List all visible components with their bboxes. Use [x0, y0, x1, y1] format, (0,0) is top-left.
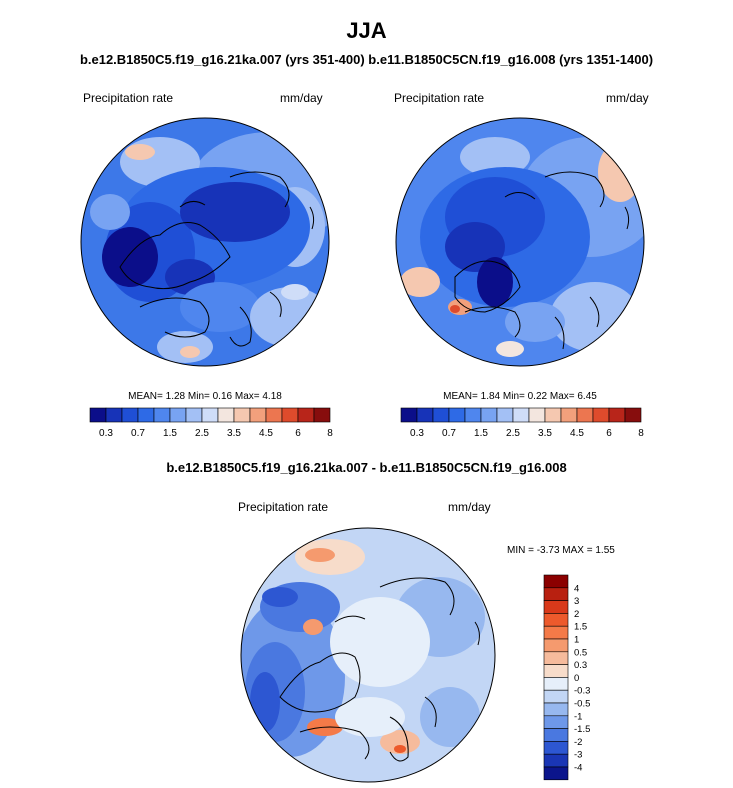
- panel-1-colorbar-swatch: [201, 407, 219, 423]
- panel-3-variable-label: Precipitation rate: [238, 500, 329, 514]
- panel-1-colorbar-tick-label: 0.3: [99, 428, 113, 439]
- difference-colorbar-tick-label: -4: [574, 763, 582, 774]
- difference-colorbar-tick-label: -1.5: [574, 724, 590, 735]
- panel-2-colorbar-tick-label: 1.5: [474, 428, 488, 439]
- panel-1-colorbar-tick-label: 6: [295, 428, 301, 439]
- difference-colorbar-tick-label: 4: [574, 583, 579, 594]
- difference-colorbar-swatch: [543, 702, 569, 717]
- panel-2-polar-map: [395, 117, 645, 367]
- comparison-subtitle: b.e12.B1850C5.f19_g16.21ka.007 (yrs 351-…: [79, 52, 654, 67]
- difference-colorbar: 4 3 2 1.5 10.5 0.3 0 -0.3 -0.5-1 -1.5 -2 -3 -4: [543, 574, 590, 781]
- panel-2-colorbar-swatch: [624, 407, 642, 423]
- panel-1-colorbar-swatch: [153, 407, 171, 423]
- panel-2-colorbar-swatch: [448, 407, 466, 423]
- panel-2-colorbar-swatch: [432, 407, 450, 423]
- difference-colorbar-tick-label: -3: [574, 750, 582, 761]
- panel-1-colorbar-swatch: [89, 407, 107, 423]
- panel-1-colorbar-swatch: [249, 407, 267, 423]
- difference-colorbar-tick-label: 0.5: [574, 647, 587, 658]
- panel-1-colorbar-swatch: [313, 407, 331, 423]
- panel-1-colorbar-swatch: [169, 407, 187, 423]
- difference-colorbar-tick-label: -1: [574, 711, 582, 722]
- panel-2-colorbar-swatch: [560, 407, 578, 423]
- panel-1-stats: MEAN= 1.28 Min= 0.16 Max= 4.18: [128, 391, 282, 402]
- difference-colorbar-swatch: [543, 741, 569, 755]
- panel-2-colorbar-tick-label: 8: [638, 428, 644, 439]
- difference-stats: MIN = -3.73 MAX = 1.55: [507, 545, 615, 556]
- difference-polar-map: [240, 527, 496, 783]
- panel-1-colorbar-swatch: [233, 407, 251, 423]
- difference-colorbar-swatch: [543, 753, 569, 768]
- panel-1-colorbar-tick-label: 4.5: [259, 428, 273, 439]
- difference-colorbar-tick-label: -0.5: [574, 699, 590, 710]
- difference-colorbar-swatch: [543, 587, 569, 601]
- difference-colorbar-swatch: [543, 715, 569, 729]
- difference-colorbar-tick-label: 0: [574, 673, 579, 684]
- panel-3-units-label: mm/day: [448, 500, 491, 514]
- panel-2-colorbar-swatch: [528, 407, 546, 423]
- difference-colorbar-swatch: [543, 638, 569, 653]
- panel-2-colorbar-tick-label: 4.5: [570, 428, 584, 439]
- panel-2-colorbar: 0.3 0.7 1.5 2.5 3.5 4.5 6 8: [400, 407, 644, 439]
- difference-colorbar-tick-label: 2: [574, 609, 579, 620]
- panel-2-stats: MEAN= 1.84 Min= 0.22 Max= 6.45: [443, 391, 597, 402]
- panel-1-colorbar-tick-label: 8: [327, 428, 333, 439]
- panel-1-variable-label: Precipitation rate: [83, 91, 174, 105]
- difference-colorbar-swatch: [543, 766, 569, 781]
- difference-colorbar-tick-label: -0.3: [574, 686, 590, 697]
- panel-1-colorbar-tick-label: 0.7: [131, 428, 145, 439]
- difference-colorbar-swatch: [543, 689, 569, 704]
- panel-2-colorbar-swatch: [512, 407, 530, 423]
- panel-1-colorbar-swatch: [217, 407, 235, 423]
- panel-2-colorbar-swatch: [496, 407, 514, 423]
- panel-1-colorbar-swatch: [265, 407, 283, 423]
- panel-2-colorbar-swatch: [416, 407, 434, 423]
- panel-1-colorbar-swatch: [281, 407, 299, 423]
- panel-1-colorbar-swatch: [185, 407, 203, 423]
- difference-colorbar-tick-label: 1.5: [574, 622, 587, 633]
- difference-colorbar-tick-label: 0.3: [574, 660, 587, 671]
- page-title: JJA: [346, 18, 387, 43]
- panel-2-colorbar-swatch: [464, 407, 482, 423]
- panel-2-variable-label: Precipitation rate: [394, 91, 485, 105]
- panel-1-colorbar-tick-label: 1.5: [163, 428, 177, 439]
- panel-1-polar-map: [80, 117, 330, 367]
- panel-2-colorbar-swatch: [544, 407, 562, 423]
- panel-1-colorbar-swatch: [137, 407, 155, 423]
- panel-2-colorbar-tick-label: 2.5: [506, 428, 520, 439]
- difference-colorbar-swatch: [543, 677, 569, 691]
- difference-colorbar-tick-label: 1: [574, 635, 579, 646]
- difference-colorbar-swatch: [543, 613, 569, 627]
- panel-2-colorbar-tick-label: 3.5: [538, 428, 552, 439]
- difference-colorbar-swatch: [543, 651, 569, 665]
- panel-2-units-label: mm/day: [606, 91, 649, 105]
- panel-1-colorbar-swatch: [121, 407, 139, 423]
- difference-colorbar-swatch: [543, 728, 569, 742]
- difference-subtitle: b.e12.B1850C5.f19_g16.21ka.007 - b.e11.B…: [166, 460, 567, 475]
- panel-2-colorbar-swatch: [480, 407, 498, 423]
- panel-1-colorbar-tick-label: 2.5: [195, 428, 209, 439]
- panel-2-colorbar-swatch: [608, 407, 626, 423]
- panel-2-colorbar-swatch: [576, 407, 594, 423]
- panel-2-colorbar-swatch: [400, 407, 418, 423]
- difference-colorbar-tick-label: -2: [574, 737, 582, 748]
- panel-1-colorbar: 0.3 0.7 1.5 2.5 3.5 4.5 6 8: [89, 407, 333, 439]
- panel-1-colorbar-swatch: [105, 407, 123, 423]
- difference-colorbar-swatch: [543, 574, 569, 589]
- panel-2-colorbar-tick-label: 0.3: [410, 428, 424, 439]
- panel-2-colorbar-tick-label: 6: [606, 428, 612, 439]
- panel-2-colorbar-tick-label: 0.7: [442, 428, 456, 439]
- difference-colorbar-swatch: [543, 625, 569, 640]
- difference-colorbar-swatch: [543, 664, 569, 678]
- difference-colorbar-tick-label: 3: [574, 596, 579, 607]
- panel-2-colorbar-swatch: [592, 407, 610, 423]
- panel-1-colorbar-swatch: [297, 407, 315, 423]
- panel-1-colorbar-tick-label: 3.5: [227, 428, 241, 439]
- panel-1-units-label: mm/day: [280, 91, 323, 105]
- difference-colorbar-swatch: [543, 600, 569, 614]
